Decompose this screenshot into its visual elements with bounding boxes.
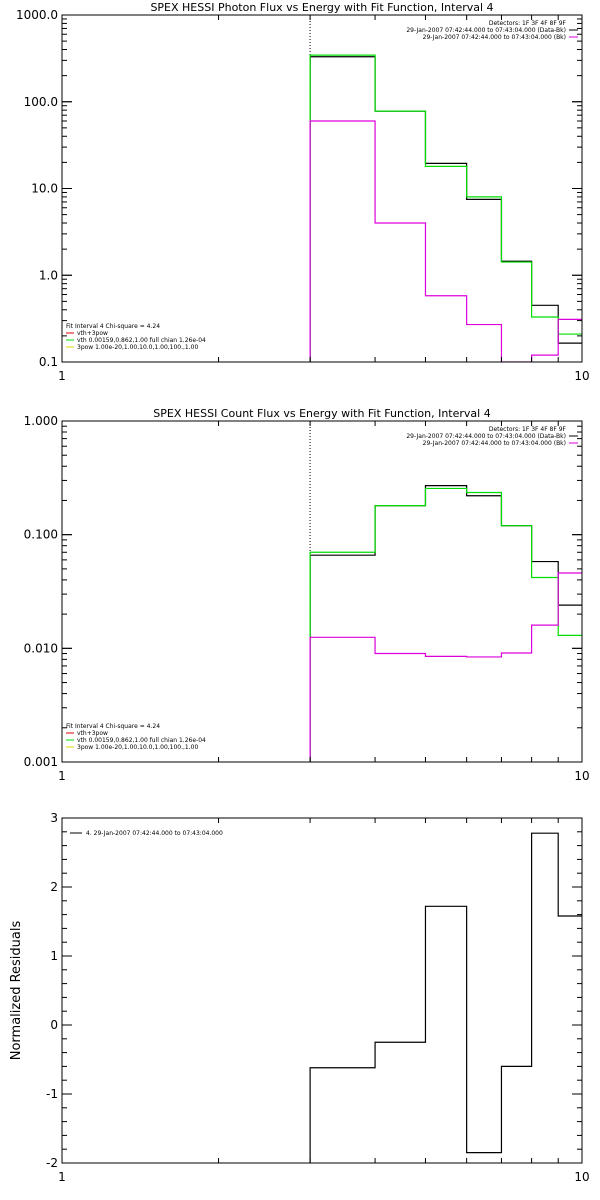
y-tick-label: 0.010 [24, 641, 58, 655]
chart-title: SPEX HESSI Photon Flux vs Energy with Fi… [150, 1, 493, 14]
legend-bottom-title: Fit Interval 4 Chi-square = 4.24 [66, 723, 160, 730]
legend-top-line: 29-Jan-2007 07:42:44.000 to 07:43:04.000… [423, 440, 566, 447]
legend-top-line: 29-Jan-2007 07:42:44.000 to 07:43:04.000… [423, 34, 566, 41]
legend-top-line: 29-Jan-2007 07:42:44.000 to 07:43:04.000… [406, 433, 566, 440]
plot-frame [61, 14, 583, 363]
y-tick-label: 0.100 [24, 528, 58, 542]
legend-bottom-entry: 3pow 1.00e-20,1.00,10.0,1.00,100.,1.00 [77, 344, 198, 351]
chart-3: Normalized Residuals 1 10 -2 -1 0 1 2 3 4. 29-Jan… [9, 811, 590, 1184]
y-axis-label: Normalized Residuals [9, 921, 24, 1061]
y-tick-label: 100.0 [24, 95, 58, 109]
y-tick-label: 10.0 [31, 182, 58, 196]
series-1-line [309, 485, 582, 762]
plot-frame [61, 817, 583, 1164]
legend-bottom-entry: vth 0.00159,0.862,1.00 full chian 1.26e-… [77, 337, 206, 344]
plot-frame [61, 420, 583, 763]
y-tick-label: 0 [50, 1018, 58, 1032]
chart-1: SPEX HESSI Photon Flux vs Energy with Fi… [16, 1, 590, 383]
x-tick-label: 1 [58, 1170, 66, 1184]
legend-bottom-entry: 3pow 1.00e-20,1.00,10.0,1.00,100.,1.00 [77, 744, 198, 751]
x-tick-label: 1 [58, 769, 66, 783]
y-tick-label: 1.000 [24, 414, 58, 428]
series-1-line [309, 56, 582, 362]
legend-bottom-entry: vth+3pow [77, 730, 108, 737]
legend-top-line: Detectors: 1F 3F 4F 8F 9F [489, 20, 567, 27]
y-tick-label: 1000.0 [16, 8, 58, 22]
legend-top-line: 29-Jan-2007 07:42:44.000 to 07:43:04.000… [406, 27, 566, 34]
y-tick-label: 1 [50, 949, 58, 963]
legend-bottom-entry: vth 0.00159,0.862,1.00 full chian 1.26e-… [77, 737, 206, 744]
y-tick-label: 0.001 [24, 755, 58, 769]
x-tick-label: 10 [574, 1170, 589, 1184]
legend-bottom-title: Fit Interval 4 Chi-square = 4.24 [66, 323, 160, 330]
series-2-line [309, 54, 582, 362]
x-tick-label: 10 [574, 369, 589, 383]
y-tick-label: -2 [46, 1156, 58, 1170]
y-tick-label: 2 [50, 880, 58, 894]
series-3-line [309, 572, 582, 762]
y-tick-label: 0.1 [39, 355, 58, 369]
legend-top-line: 4. 29-Jan-2007 07:42:44.000 to 07:43:04.… [86, 830, 223, 837]
series-3-line [309, 120, 582, 362]
series-1-line [309, 832, 582, 1163]
chart-2: SPEX HESSI Count Flux vs Energy with Fit… [24, 407, 590, 783]
legend-bottom-entry: vth+3pow [77, 330, 108, 337]
y-tick-label: 1.0 [39, 268, 58, 282]
y-tick-label: 3 [50, 811, 58, 825]
chart-title: SPEX HESSI Count Flux vs Energy with Fit… [153, 407, 490, 420]
series-2-line [309, 487, 582, 762]
x-tick-label: 10 [574, 769, 589, 783]
x-tick-label: 1 [58, 369, 66, 383]
y-tick-label: -1 [46, 1087, 58, 1101]
legend-top-line: Detectors: 1F 3F 4F 8F 9F [489, 426, 567, 433]
